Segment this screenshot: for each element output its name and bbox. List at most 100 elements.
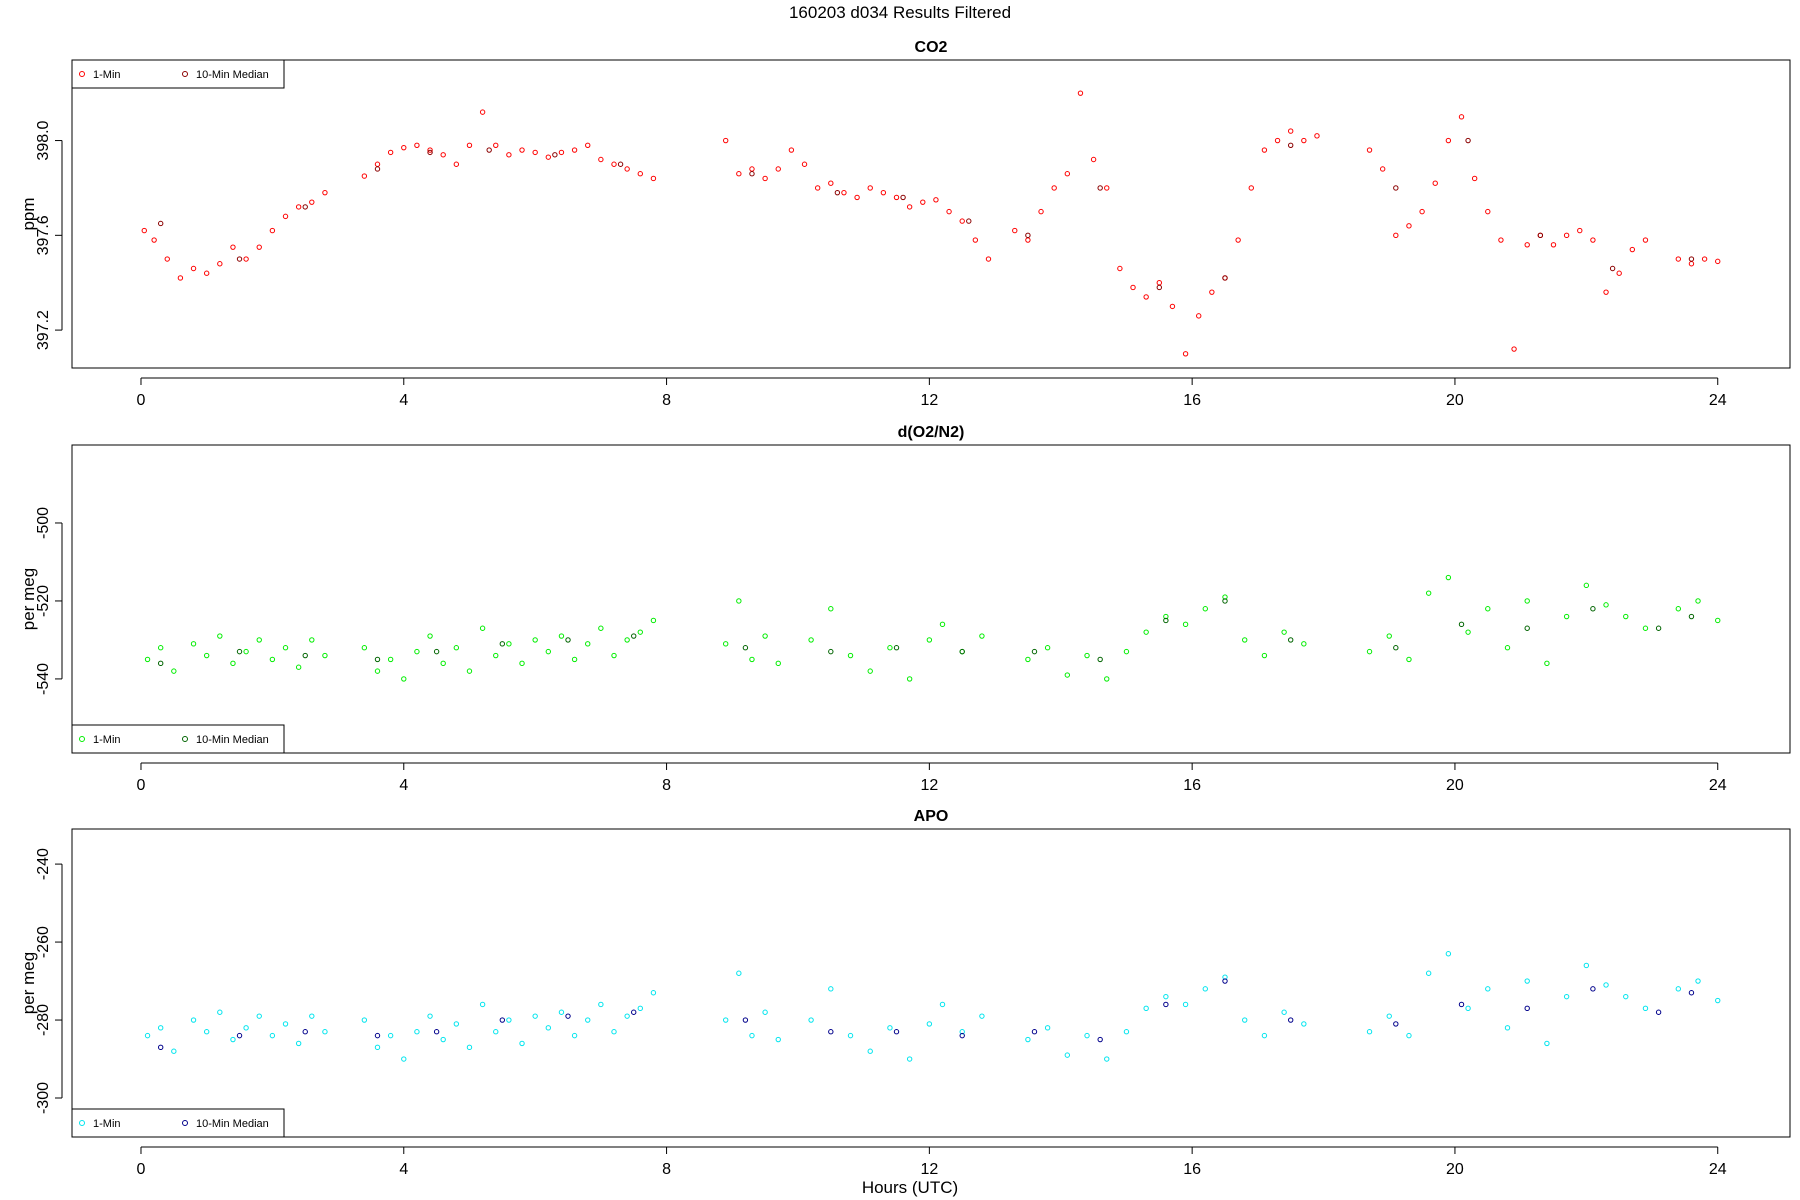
data-point bbox=[230, 660, 236, 667]
data-point bbox=[611, 161, 617, 167]
data-point bbox=[1386, 633, 1392, 639]
data-point bbox=[1563, 993, 1570, 1000]
data-point bbox=[736, 598, 742, 604]
data-point bbox=[558, 633, 565, 639]
data-point bbox=[532, 1013, 538, 1019]
data-point bbox=[387, 149, 394, 156]
data-point bbox=[190, 641, 197, 647]
data-point bbox=[1163, 617, 1169, 624]
data-point bbox=[1287, 1017, 1294, 1023]
data-point bbox=[217, 261, 223, 267]
data-point bbox=[322, 1029, 328, 1035]
data-point bbox=[1524, 625, 1530, 631]
y-tick-label: 398.0 bbox=[35, 120, 52, 160]
data-point bbox=[1550, 242, 1557, 248]
data-point bbox=[906, 204, 913, 210]
data-point bbox=[1314, 133, 1320, 139]
legend-box bbox=[71, 1108, 285, 1138]
data-point bbox=[650, 990, 657, 996]
data-point bbox=[722, 1017, 729, 1023]
data-point bbox=[624, 1013, 630, 1019]
data-point bbox=[1156, 284, 1163, 291]
data-point bbox=[1504, 1025, 1511, 1031]
legend-label: 1-Min bbox=[93, 734, 121, 746]
data-point bbox=[742, 1017, 749, 1023]
data-point bbox=[177, 275, 184, 281]
data-point bbox=[236, 256, 243, 262]
data-point bbox=[828, 986, 834, 992]
data-point bbox=[302, 1029, 308, 1035]
data-point bbox=[828, 606, 834, 612]
data-point bbox=[1366, 1029, 1373, 1035]
data-point bbox=[519, 660, 525, 667]
data-point bbox=[361, 1017, 368, 1023]
x-tick-label: 20 bbox=[1446, 777, 1464, 794]
chart-panel-1: CO2 0 4 8 12 16 20 24 397.2 397.6 398.0 ppm 1-Min 10-… bbox=[19, 39, 1791, 409]
y-tick-label: -300 bbox=[35, 1082, 52, 1114]
data-point bbox=[499, 641, 506, 647]
data-point bbox=[585, 1017, 591, 1023]
y-tick-label: 397.2 bbox=[35, 310, 52, 350]
data-point bbox=[506, 1017, 512, 1023]
data-point bbox=[493, 652, 499, 659]
legend-label: 10-Min Median bbox=[196, 69, 269, 81]
data-point bbox=[144, 656, 151, 663]
data-point bbox=[1261, 147, 1268, 153]
data-point bbox=[828, 648, 834, 655]
data-point bbox=[1104, 676, 1110, 682]
data-point bbox=[1143, 629, 1149, 635]
plot-frame bbox=[71, 828, 1791, 1138]
legend-marker bbox=[182, 71, 188, 77]
data-point bbox=[1281, 629, 1287, 635]
data-point bbox=[571, 1032, 578, 1039]
data-point bbox=[545, 648, 552, 655]
data-point bbox=[217, 633, 223, 639]
data-point bbox=[1209, 289, 1215, 295]
legend-marker bbox=[79, 71, 85, 77]
data-point bbox=[1465, 1005, 1471, 1012]
data-point bbox=[801, 161, 808, 167]
data-point bbox=[374, 668, 381, 674]
data-point bbox=[493, 1029, 499, 1035]
legend-marker bbox=[182, 1120, 188, 1126]
data-point bbox=[558, 149, 565, 156]
data-point bbox=[1583, 962, 1590, 969]
data-point bbox=[499, 1017, 506, 1023]
data-point bbox=[959, 1032, 965, 1039]
data-point bbox=[788, 147, 795, 153]
x-tick-label: 16 bbox=[1183, 1161, 1201, 1178]
data-point bbox=[979, 633, 985, 639]
data-point bbox=[243, 648, 249, 655]
data-point bbox=[203, 1029, 210, 1035]
data-point bbox=[486, 147, 492, 153]
data-point bbox=[808, 1017, 814, 1023]
data-point bbox=[427, 149, 433, 156]
data-point bbox=[637, 171, 643, 177]
data-point bbox=[164, 256, 170, 262]
data-point bbox=[1287, 142, 1294, 148]
legend-marker bbox=[79, 736, 85, 742]
data-point bbox=[1465, 137, 1471, 144]
data-point bbox=[1222, 594, 1228, 600]
data-point bbox=[479, 1001, 486, 1008]
data-point bbox=[775, 1036, 781, 1043]
data-point bbox=[1524, 1005, 1530, 1012]
data-point bbox=[414, 1029, 420, 1035]
data-point bbox=[1097, 1036, 1103, 1043]
y-tick-label: -240 bbox=[35, 848, 52, 880]
data-point bbox=[493, 142, 499, 148]
data-point bbox=[322, 652, 328, 659]
data-point bbox=[985, 256, 992, 262]
data-point bbox=[1432, 180, 1438, 186]
data-point bbox=[302, 204, 308, 210]
data-point bbox=[611, 652, 617, 659]
x-tick-label: 20 bbox=[1446, 392, 1464, 409]
data-point bbox=[585, 142, 591, 148]
x-tick-label: 4 bbox=[399, 777, 408, 794]
data-point bbox=[808, 637, 814, 643]
data-point bbox=[1425, 970, 1432, 976]
series-median bbox=[157, 978, 1695, 1051]
data-point bbox=[1287, 128, 1294, 134]
data-point bbox=[552, 152, 558, 158]
data-point bbox=[401, 676, 407, 682]
